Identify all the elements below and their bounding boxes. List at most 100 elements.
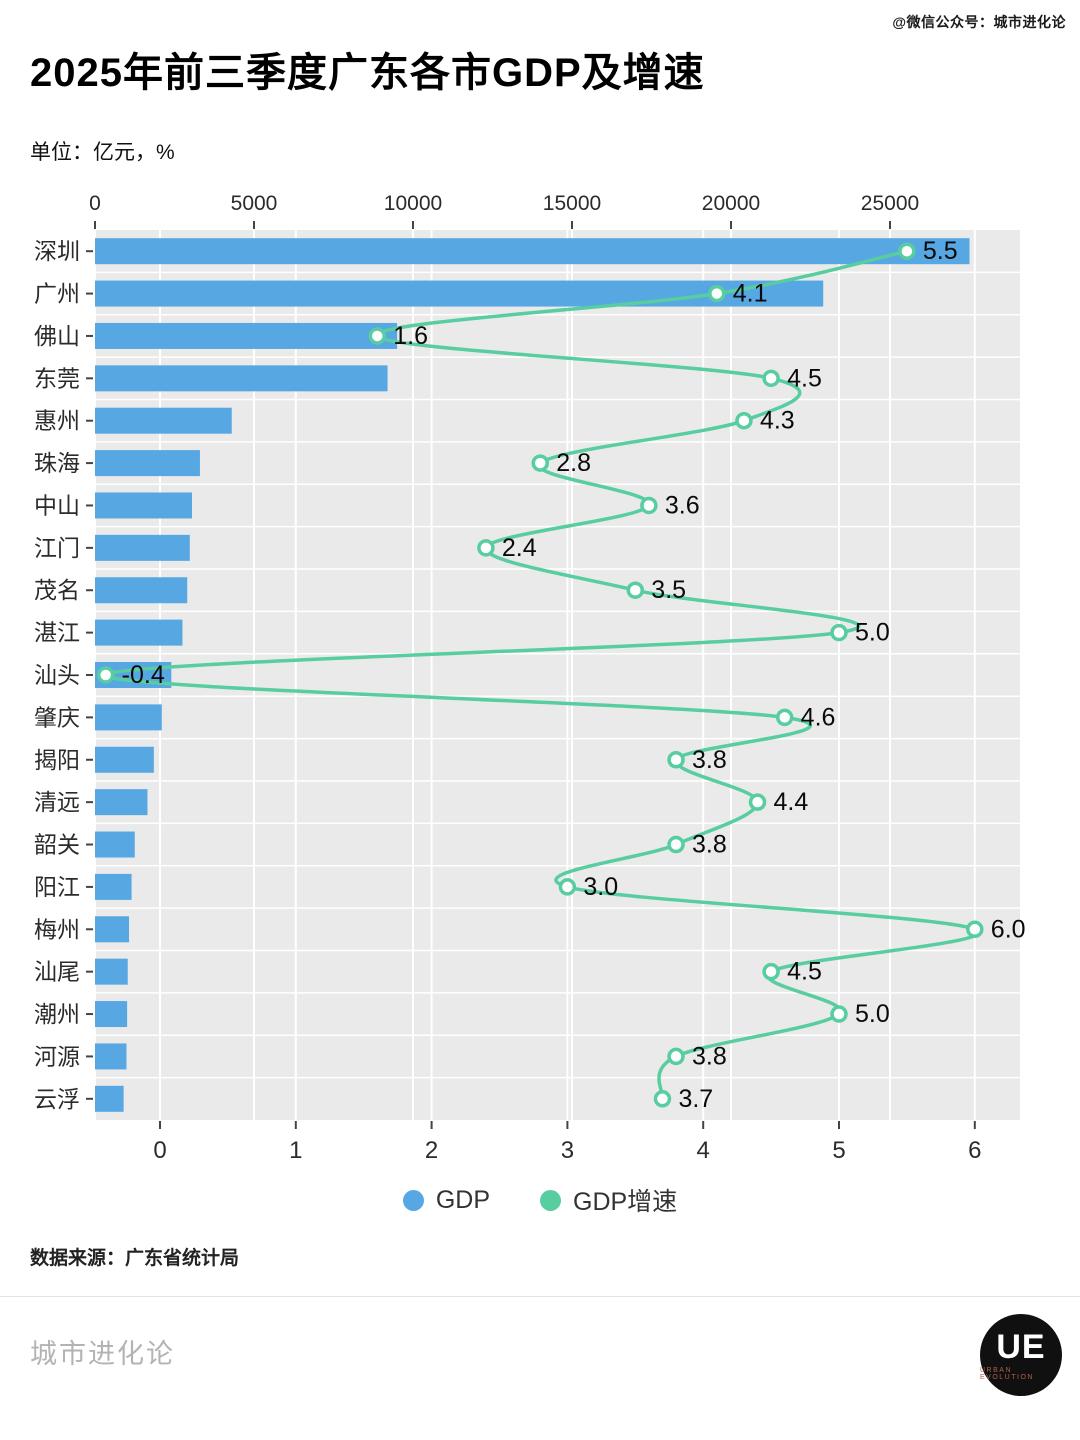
gdp-bar [95,238,970,265]
gdp-bar [95,704,162,731]
growth-value-label: 3.7 [678,1085,713,1113]
growth-value-label: 3.8 [692,746,727,774]
growth-value-label: 2.8 [556,449,591,477]
gdp-bar [95,1001,128,1028]
city-label: 惠州 [34,408,80,434]
gdp-bar [95,789,148,816]
growth-value-label: -0.4 [122,661,165,689]
page-title: 2025年前三季度广东各市GDP及增速 [30,51,705,95]
logo-subtext: URBAN EVOLUTION [980,1366,1034,1381]
city-label: 东莞 [34,365,80,391]
bottom-axis-tick-label: 4 [697,1137,710,1164]
top-axis-tick-label: 0 [89,192,101,215]
city-label: 佛山 [34,323,80,349]
growth-point [531,454,549,472]
city-label: 阳江 [34,874,80,900]
city-label: 潮州 [34,1001,80,1027]
city-label: 汕头 [34,662,80,688]
city-label: 云浮 [34,1086,80,1112]
growth-point [667,1047,685,1066]
bottom-axis-tick-label: 3 [561,1137,574,1164]
growth-value-label: 3.8 [692,1042,727,1070]
city-label: 清远 [34,789,80,815]
growth-value-label: 3.8 [692,831,727,859]
gdp-bar [95,365,388,392]
growth-value-label: 4.4 [774,788,809,816]
growth-value-label: 4.6 [801,703,836,731]
top-axis-tick-label: 15000 [543,192,601,215]
growth-point [735,411,753,430]
bottom-axis-tick-label: 5 [832,1137,845,1164]
gdp-growth-chart: 0 5000 10000 15000 20000 25000 0 1 2 3 4 5 6 深圳广州佛山东莞… [34,192,1026,1164]
unit-label: 单位：亿元，% [30,141,175,164]
growth-value-label: 3.0 [583,873,618,901]
growth-value-label: 5.0 [855,1000,890,1028]
urban-evolution-logo: UE URBAN EVOLUTION [980,1314,1062,1396]
growth-point [626,581,645,599]
growth-value-label: 4.5 [787,364,822,392]
gdp-bar [95,746,154,773]
growth-point [558,878,577,896]
growth-point [762,369,780,388]
gdp-bar [95,958,128,985]
bottom-axis-tick-label: 1 [289,1137,302,1164]
gdp-bar [95,322,398,349]
city-label: 河源 [34,1043,80,1069]
gdp-bar [95,916,130,943]
logo-monogram: UE [996,1327,1046,1366]
growth-value-label: 4.1 [733,280,768,308]
data-source: 数据来源：广东省统计局 [30,1248,240,1269]
top-axis-tick-label: 25000 [861,192,919,215]
gdp-bar [95,280,824,307]
growth-value-label: 3.6 [665,491,700,519]
growth-point [830,1005,848,1023]
footer-divider [0,1296,1080,1297]
bottom-axis-tick-label: 6 [968,1137,981,1164]
city-label: 中山 [34,492,80,518]
city-label: 广州 [34,281,80,307]
growth-point [368,327,387,345]
growth-value-label: 5.0 [855,619,890,647]
city-label: 梅州 [34,916,80,942]
city-label: 深圳 [34,238,80,264]
growth-value-label: 5.5 [923,237,958,265]
growth-point [667,835,685,854]
growth-point [708,284,726,303]
growth-value-label: 4.5 [787,958,822,986]
growth-point [667,751,685,769]
growth-point [748,793,767,811]
city-label: 肇庆 [34,704,80,730]
growth-point [830,623,848,642]
growth-value-label: 2.4 [502,534,537,562]
plot-background [95,230,1020,1120]
city-label: 揭阳 [34,747,80,773]
legend-label-gdp: GDP [435,1185,490,1214]
growth-point [966,920,984,939]
city-label: 韶关 [34,832,80,858]
bottom-axis-tick-label: 2 [425,1137,438,1164]
gdp-bar [95,534,190,561]
chart-legend: GDP GDP增速 [0,1182,1080,1218]
top-axis-tick-label: 20000 [702,192,760,215]
growth-value-label: 4.3 [760,407,795,435]
gdp-bar [95,873,132,900]
gdp-bar [95,492,192,519]
legend-item-growth: GDP增速 [540,1182,677,1218]
growth-point [898,242,916,260]
gdp-bar [95,831,135,858]
top-axis-tick-label: 10000 [384,192,442,215]
city-label: 江门 [34,535,80,561]
growth-value-label: 3.5 [651,576,686,604]
legend-label-growth: GDP增速 [573,1188,678,1216]
growth-value-label: 6.0 [991,915,1026,943]
city-label: 茂名 [34,577,80,603]
bottom-axis-tick-label: 0 [153,1137,166,1164]
growth-point [640,496,658,515]
growth-point [775,708,794,727]
gdp-bar [95,407,232,434]
city-label: 珠海 [34,450,80,476]
gdp-bar [95,1043,127,1070]
city-label: 汕尾 [34,959,80,985]
footer-brand: 城市进化论 [30,1339,175,1369]
growth-point [96,666,115,684]
